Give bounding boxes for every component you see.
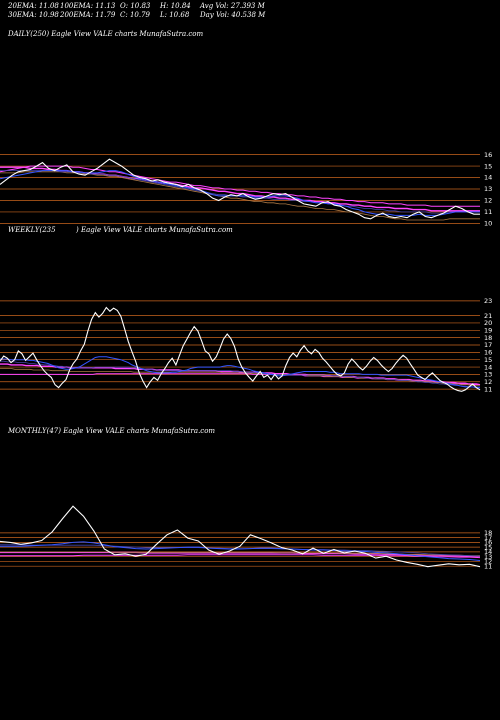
avg-vol-text: Avg Vol: 27.393 M (200, 2, 265, 10)
daily-y-tick-label: 13 (484, 185, 492, 193)
weekly-ema20-line (0, 356, 480, 389)
monthly-y-tick-label: 11 (484, 562, 492, 570)
monthly-panel-label: MONTHLY(47) Eagle View VALE charts Munaf… (8, 427, 216, 435)
weekly-price-line (0, 306, 481, 392)
weekly-y-tick-label: 14 (484, 363, 492, 371)
daily-panel-label: DAILY(250) Eagle View VALE charts Munafa… (8, 30, 204, 38)
monthly-y-tick-label: 13 (484, 553, 492, 561)
day-vol-text: Day Vol: 40.538 M (200, 11, 266, 19)
ema100-text: 100EMA: 11.13 (60, 2, 116, 10)
daily-ema20-line (0, 170, 480, 216)
high-text: H: 10.84 (160, 2, 191, 10)
monthly-y-tick-label: 16 (484, 539, 492, 547)
weekly-y-tick-label: 15 (484, 356, 492, 364)
weekly-ema100-line (0, 368, 480, 386)
ema200-text: 200EMA: 11.79 (60, 11, 116, 19)
weekly-y-tick-label: 11 (484, 385, 492, 393)
daily-y-tick-label: 11 (484, 208, 492, 216)
weekly-y-tick-label: 19 (484, 326, 492, 334)
daily-ema-long-line (0, 165, 480, 207)
weekly-y-tick-label: 17 (484, 341, 492, 349)
open-text: O: 10.83 (120, 2, 151, 10)
daily-price-line (0, 158, 480, 220)
weekly-y-tick-label: 21 (484, 312, 492, 320)
ema30-text: 30EMA: 10.98 (8, 11, 59, 19)
daily-chart: 16 15 14 13 12 11 10 (0, 151, 492, 228)
weekly-y-tick-label: 23 (484, 297, 492, 305)
monthly-y-tick-label: 15 (484, 543, 492, 551)
close-text: C: 10.79 (120, 11, 150, 19)
daily-y-tick-label: 12 (484, 197, 492, 205)
weekly-y-tick-label: 20 (484, 319, 492, 327)
daily-y-tick-label: 16 (484, 151, 492, 159)
weekly-panel-label-right: ) Eagle View VALE charts MunafaSutra.com (76, 226, 233, 234)
monthly-ema20-line (0, 541, 481, 561)
weekly-y-tick-label: 12 (484, 378, 492, 386)
daily-ema30-line (0, 170, 480, 214)
monthly-y-tick-label: 12 (484, 558, 492, 566)
weekly-y-tick-label: 16 (484, 349, 492, 357)
weekly-ema30-line (0, 360, 480, 388)
monthly-price-line (0, 505, 481, 568)
weekly-y-tick-label: 18 (484, 334, 492, 342)
weekly-panel-label-left: WEEKLY(235 (8, 226, 56, 234)
monthly-y-tick-label: 18 (484, 529, 492, 537)
monthly-ema-long-line (0, 554, 481, 559)
daily-y-tick-label: 10 (484, 220, 492, 228)
daily-y-tick-label: 15 (484, 162, 492, 170)
low-text: L: 10.68 (160, 11, 190, 19)
monthly-y-tick-label: 14 (484, 548, 492, 556)
monthly-y-tick-label: 17 (484, 534, 492, 542)
weekly-y-tick-label: 13 (484, 371, 492, 379)
ema20-text: 20EMA: 11.08 (8, 2, 59, 10)
daily-y-tick-label: 14 (484, 174, 492, 182)
